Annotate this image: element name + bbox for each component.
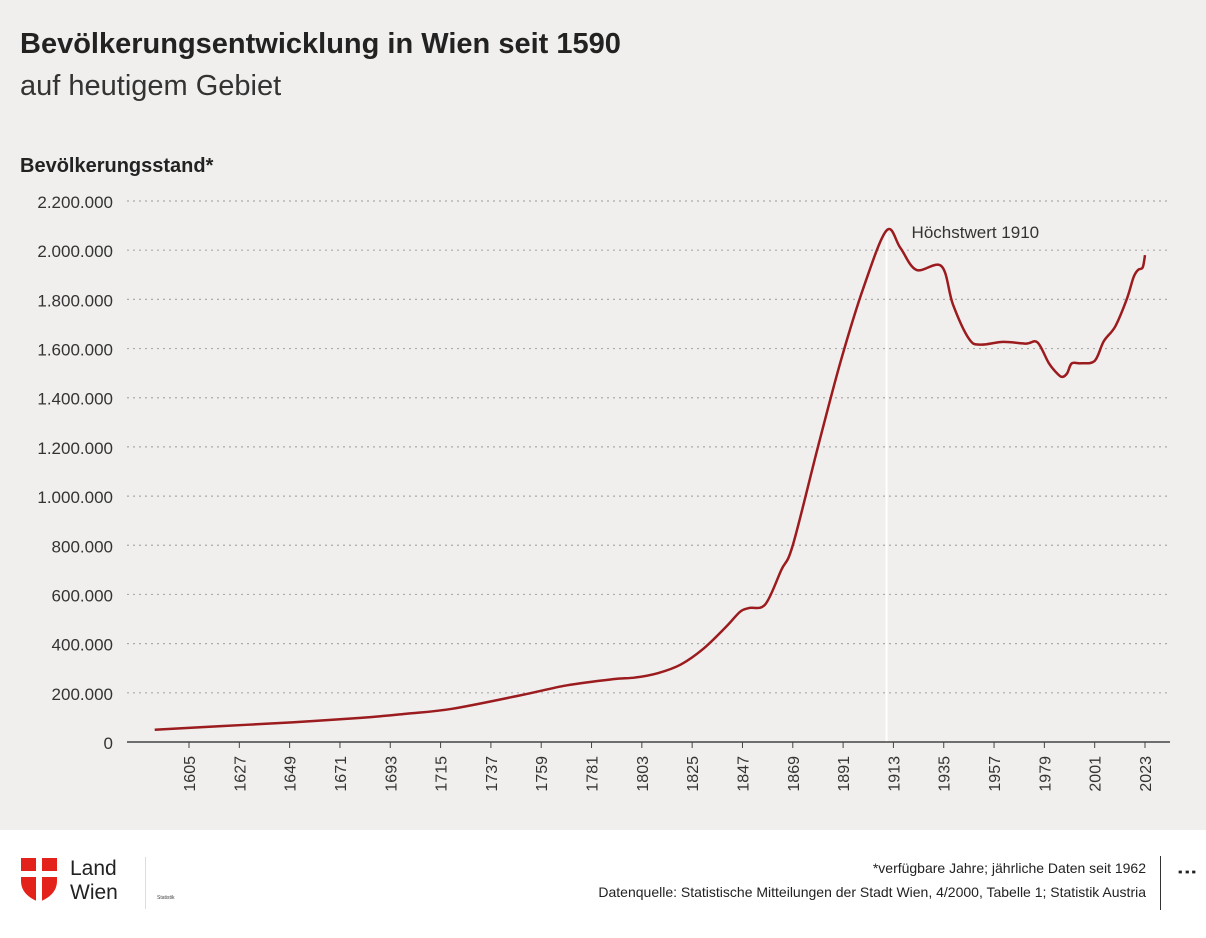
x-tick-label: 1605 <box>182 756 199 792</box>
peak-annotation: Höchstwert 1910 <box>912 223 1040 242</box>
y-tick-label: 2.000.000 <box>37 242 113 261</box>
x-tick-label: 1781 <box>585 756 602 792</box>
logo-divider <box>145 857 146 909</box>
population-line <box>154 227 1147 731</box>
x-tick-label: 2023 <box>1138 756 1155 792</box>
data-source: Datenquelle: Statistische Mitteilungen d… <box>598 884 1146 900</box>
x-tick-label: 1627 <box>232 756 249 792</box>
footnotes: *verfügbare Jahre; jährliche Daten seit … <box>598 856 1146 904</box>
x-tick-label: 1957 <box>987 756 1004 792</box>
x-tick-label: 1715 <box>434 756 451 792</box>
y-tick-label: 0 <box>104 734 113 753</box>
x-tick-label: 1979 <box>1037 756 1054 792</box>
footer-divider <box>1160 856 1161 910</box>
x-tick-label: 1869 <box>786 756 803 792</box>
vienna-shield-icon <box>21 858 57 902</box>
y-axis-label: Bevölkerungsstand* <box>20 155 214 177</box>
x-tick-label: 1759 <box>534 756 551 792</box>
logo-text-wien: Wien <box>70 881 118 904</box>
x-tick-label: 1913 <box>886 756 903 792</box>
logo-text-land: Land <box>70 857 117 880</box>
x-tick-label: 1847 <box>735 756 752 792</box>
land-wien-logo[interactable]: Land Wien Statistik <box>20 857 175 909</box>
x-tick-label: 1649 <box>283 756 300 792</box>
x-tick-label: 2001 <box>1088 756 1105 792</box>
vertical-ellipsis-icon[interactable]: ⋮ <box>1176 862 1198 882</box>
y-tick-label: 2.200.000 <box>37 193 113 212</box>
y-tick-label: 600.000 <box>52 586 113 605</box>
y-tick-label: 1.800.000 <box>37 291 113 310</box>
line-chart: 0 200.000 400.000 600.000 800.000 1.000.000 1.… <box>37 193 1170 792</box>
footer: Land Wien Statistik *verfügbare Jahre; j… <box>0 830 1206 938</box>
logo-subtext: Statistik <box>157 895 175 901</box>
y-tick-label: 200.000 <box>52 685 113 704</box>
y-tick-label: 800.000 <box>52 537 113 556</box>
y-tick-label: 1.200.000 <box>37 439 113 458</box>
x-tick-label: 1825 <box>685 756 702 792</box>
footnote-years: *verfügbare Jahre; jährliche Daten seit … <box>872 860 1146 876</box>
y-tick-label: 1.000.000 <box>37 488 113 507</box>
chart-title: Bevölkerungsentwicklung in Wien seit 159… <box>20 28 621 60</box>
chart-subtitle: auf heutigem Gebiet <box>20 70 282 102</box>
x-tick-label: 1693 <box>383 756 400 792</box>
y-tick-label: 400.000 <box>52 636 113 655</box>
x-tick-label: 1737 <box>484 756 501 792</box>
y-tick-label: 1.600.000 <box>37 341 113 360</box>
x-tick-label: 1891 <box>836 756 853 792</box>
y-tick-label: 1.400.000 <box>37 390 113 409</box>
x-tick-label: 1935 <box>937 756 954 792</box>
x-tick-label: 1671 <box>333 756 350 792</box>
x-tick-label: 1803 <box>635 756 652 792</box>
